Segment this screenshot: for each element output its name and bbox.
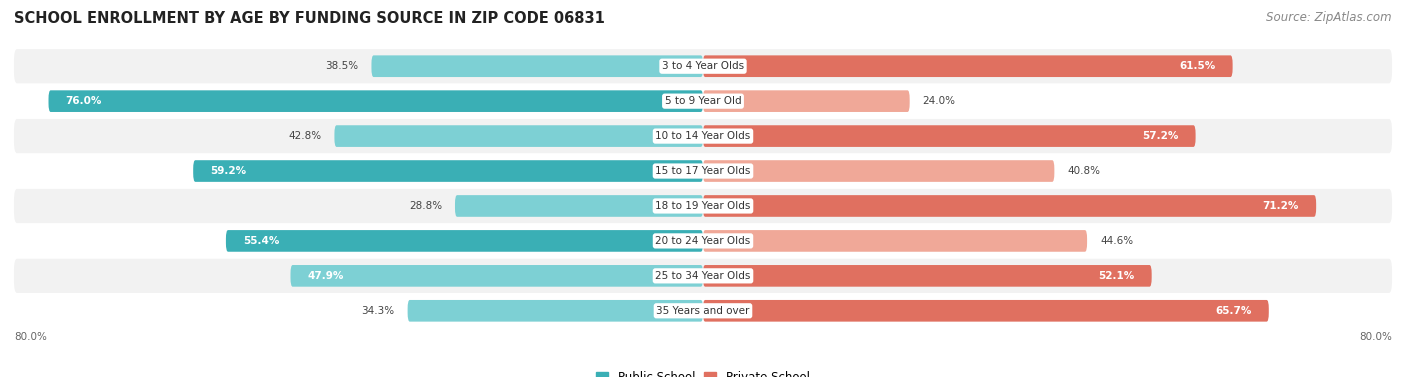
FancyBboxPatch shape	[14, 294, 1392, 328]
FancyBboxPatch shape	[226, 230, 703, 252]
Text: 80.0%: 80.0%	[1360, 333, 1392, 342]
FancyBboxPatch shape	[14, 119, 1392, 153]
FancyBboxPatch shape	[408, 300, 703, 322]
Legend: Public School, Private School: Public School, Private School	[592, 366, 814, 377]
Text: 24.0%: 24.0%	[922, 96, 956, 106]
Text: 71.2%: 71.2%	[1263, 201, 1299, 211]
FancyBboxPatch shape	[291, 265, 703, 287]
FancyBboxPatch shape	[14, 154, 1392, 188]
Text: 55.4%: 55.4%	[243, 236, 280, 246]
FancyBboxPatch shape	[14, 224, 1392, 258]
Text: 59.2%: 59.2%	[211, 166, 246, 176]
FancyBboxPatch shape	[14, 189, 1392, 223]
Text: SCHOOL ENROLLMENT BY AGE BY FUNDING SOURCE IN ZIP CODE 06831: SCHOOL ENROLLMENT BY AGE BY FUNDING SOUR…	[14, 11, 605, 26]
FancyBboxPatch shape	[703, 265, 1152, 287]
FancyBboxPatch shape	[14, 84, 1392, 118]
Text: 76.0%: 76.0%	[66, 96, 103, 106]
FancyBboxPatch shape	[335, 125, 703, 147]
Text: 34.3%: 34.3%	[361, 306, 395, 316]
Text: 35 Years and over: 35 Years and over	[657, 306, 749, 316]
FancyBboxPatch shape	[48, 90, 703, 112]
Text: 52.1%: 52.1%	[1098, 271, 1135, 281]
Text: 5 to 9 Year Old: 5 to 9 Year Old	[665, 96, 741, 106]
Text: 42.8%: 42.8%	[288, 131, 322, 141]
Text: 20 to 24 Year Olds: 20 to 24 Year Olds	[655, 236, 751, 246]
Text: 40.8%: 40.8%	[1067, 166, 1101, 176]
FancyBboxPatch shape	[703, 300, 1268, 322]
Text: 44.6%: 44.6%	[1099, 236, 1133, 246]
Text: 3 to 4 Year Olds: 3 to 4 Year Olds	[662, 61, 744, 71]
FancyBboxPatch shape	[193, 160, 703, 182]
Text: 15 to 17 Year Olds: 15 to 17 Year Olds	[655, 166, 751, 176]
Text: 38.5%: 38.5%	[325, 61, 359, 71]
Text: 57.2%: 57.2%	[1142, 131, 1178, 141]
FancyBboxPatch shape	[703, 90, 910, 112]
Text: 65.7%: 65.7%	[1215, 306, 1251, 316]
FancyBboxPatch shape	[14, 259, 1392, 293]
FancyBboxPatch shape	[703, 55, 1233, 77]
Text: 25 to 34 Year Olds: 25 to 34 Year Olds	[655, 271, 751, 281]
FancyBboxPatch shape	[14, 49, 1392, 83]
FancyBboxPatch shape	[703, 160, 1054, 182]
FancyBboxPatch shape	[456, 195, 703, 217]
Text: 28.8%: 28.8%	[409, 201, 441, 211]
Text: 18 to 19 Year Olds: 18 to 19 Year Olds	[655, 201, 751, 211]
FancyBboxPatch shape	[703, 125, 1195, 147]
Text: 10 to 14 Year Olds: 10 to 14 Year Olds	[655, 131, 751, 141]
Text: 47.9%: 47.9%	[308, 271, 344, 281]
FancyBboxPatch shape	[371, 55, 703, 77]
FancyBboxPatch shape	[703, 195, 1316, 217]
Text: Source: ZipAtlas.com: Source: ZipAtlas.com	[1267, 11, 1392, 24]
Text: 61.5%: 61.5%	[1180, 61, 1215, 71]
FancyBboxPatch shape	[703, 230, 1087, 252]
Text: 80.0%: 80.0%	[14, 333, 46, 342]
